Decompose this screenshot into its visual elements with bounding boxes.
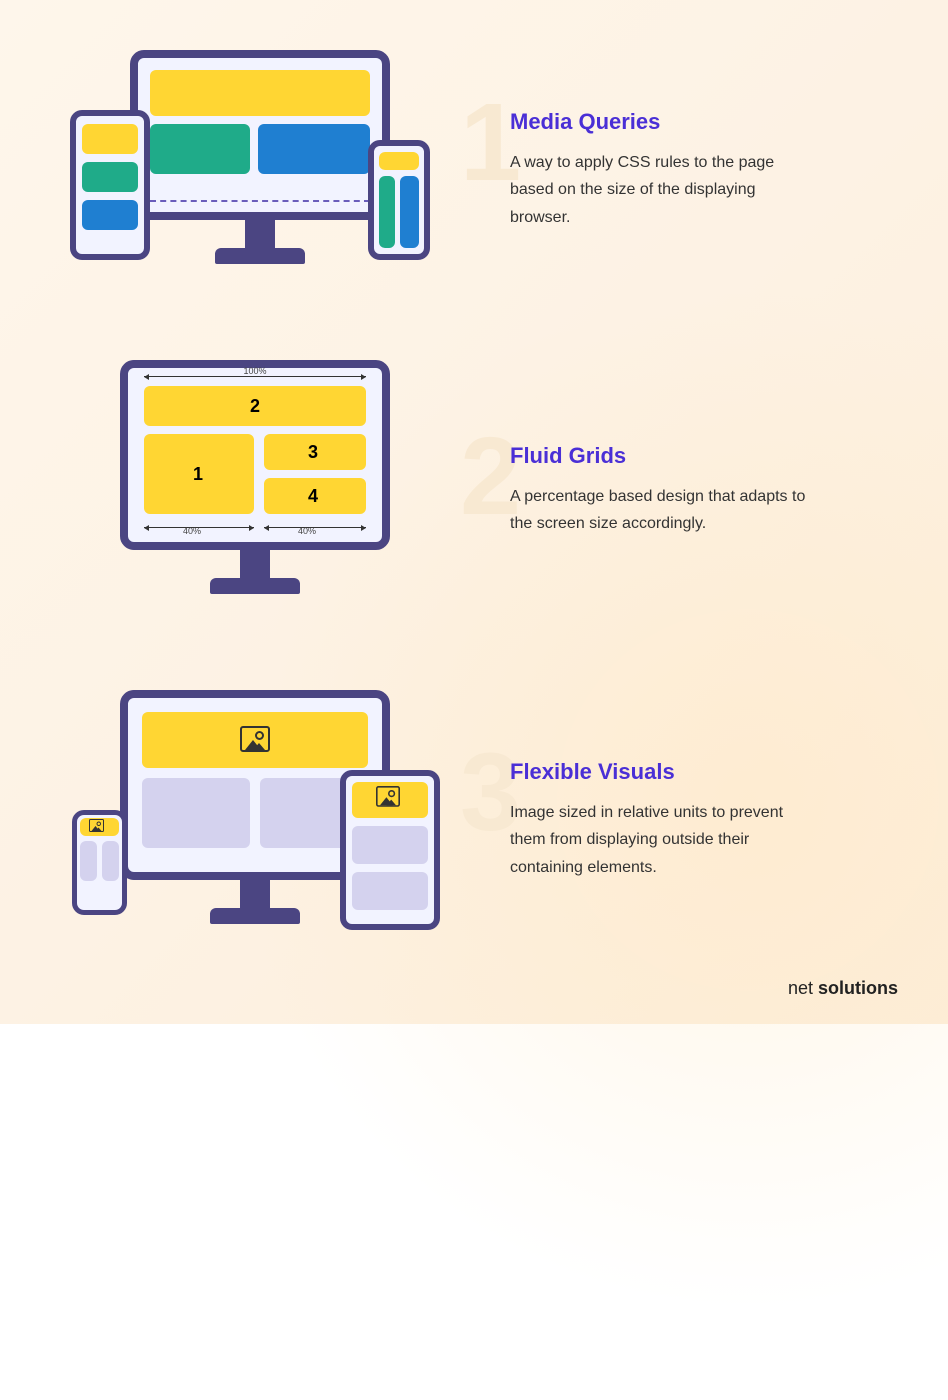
- section-desc: Image sized in relative units to prevent…: [510, 799, 810, 881]
- image-icon: [376, 786, 400, 807]
- brand-bold: solutions: [818, 978, 898, 998]
- percent-label-left: 40%: [183, 526, 201, 536]
- grid-cell-label: 4: [308, 486, 318, 507]
- image-icon: [240, 726, 270, 752]
- grid-cell-label: 3: [308, 442, 318, 463]
- percent-label-top: 100%: [128, 366, 382, 376]
- section-title: Media Queries: [510, 109, 888, 135]
- brand-light: net: [788, 978, 813, 998]
- brand-footer: net solutions: [788, 978, 898, 999]
- section-flexible-visuals: 3 Flexible Visuals Image sized in relati…: [60, 690, 888, 950]
- percent-label-right: 40%: [298, 526, 316, 536]
- section-fluid-grids: 100% 2 1 3 4 40% 40% 2 Fluid Grids A per…: [60, 360, 888, 620]
- image-icon: [89, 819, 104, 832]
- section-desc: A way to apply CSS rules to the page bas…: [510, 149, 810, 231]
- illustration-fluid-grids: 100% 2 1 3 4 40% 40%: [60, 360, 440, 620]
- illustration-flexible-visuals: [60, 690, 440, 950]
- section-desc: A percentage based design that adapts to…: [510, 483, 810, 537]
- grid-cell-label: 1: [193, 464, 203, 485]
- section-title: Flexible Visuals: [510, 759, 888, 785]
- grid-cell-label: 2: [250, 396, 260, 417]
- illustration-media-queries: [60, 50, 440, 290]
- section-number: 2: [460, 413, 516, 540]
- section-title: Fluid Grids: [510, 443, 888, 469]
- section-media-queries: 1 Media Queries A way to apply CSS rules…: [60, 50, 888, 290]
- section-number: 3: [460, 729, 516, 856]
- section-number: 1: [460, 79, 516, 206]
